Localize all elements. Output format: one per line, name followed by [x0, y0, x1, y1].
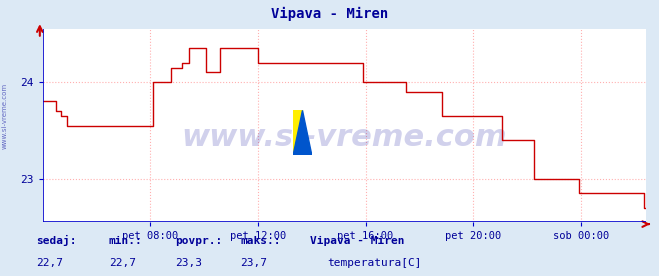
Text: 22,7: 22,7 [36, 258, 63, 268]
Text: 23,7: 23,7 [241, 258, 268, 268]
Text: www.si-vreme.com: www.si-vreme.com [1, 83, 8, 149]
Text: maks.:: maks.: [241, 236, 281, 246]
Text: sedaj:: sedaj: [36, 235, 76, 246]
Text: min.:: min.: [109, 236, 142, 246]
Text: Vipava - Miren: Vipava - Miren [310, 236, 404, 246]
Text: www.si-vreme.com: www.si-vreme.com [181, 123, 507, 152]
Text: 22,7: 22,7 [109, 258, 136, 268]
Text: temperatura[C]: temperatura[C] [327, 258, 421, 268]
Text: 23,3: 23,3 [175, 258, 202, 268]
Polygon shape [293, 110, 302, 155]
Polygon shape [293, 110, 312, 155]
Text: povpr.:: povpr.: [175, 236, 222, 246]
Text: Vipava - Miren: Vipava - Miren [271, 7, 388, 21]
